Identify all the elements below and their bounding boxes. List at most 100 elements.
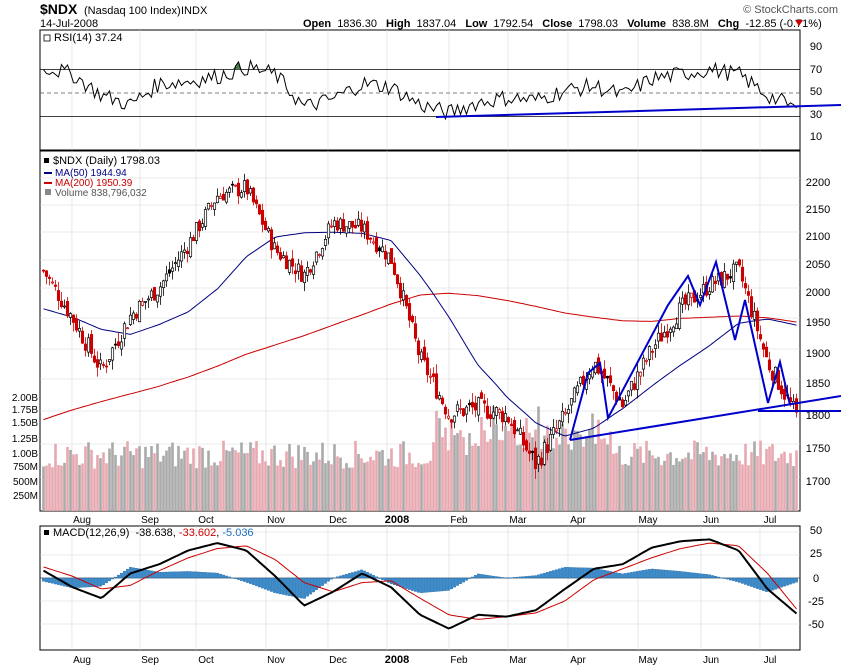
candle-body — [548, 434, 553, 451]
macd-histogram-bar — [525, 576, 528, 579]
volume-bar — [720, 456, 723, 511]
candle-body — [479, 392, 484, 399]
volume-bar — [456, 433, 459, 511]
candle-body — [179, 251, 184, 262]
volume-bar — [54, 443, 57, 511]
volume-bar — [744, 443, 747, 511]
macd-histogram-bar — [513, 577, 516, 579]
volume-bar — [408, 452, 411, 511]
candle-body — [131, 312, 136, 320]
macd-histogram-bar — [711, 575, 714, 579]
candle-body — [368, 237, 373, 240]
price-tick-2200: 2200 — [806, 177, 830, 189]
volume-bar — [612, 453, 615, 511]
macd-histogram-bar — [339, 575, 342, 579]
volume-bar — [345, 463, 348, 511]
volume-bar — [567, 444, 570, 511]
macd-histogram-bar — [483, 574, 486, 579]
volume-bar — [621, 464, 624, 511]
macd-histogram-bar — [648, 569, 651, 579]
candle-body — [740, 266, 745, 282]
candle-body — [545, 444, 550, 454]
rsi-label: RSI(14) 37.24 — [54, 32, 122, 44]
volume-bar — [126, 441, 129, 511]
candle-body — [458, 408, 463, 410]
macd-histogram-bar — [465, 577, 468, 581]
volume-bar — [708, 460, 711, 511]
volume-bar — [783, 451, 786, 511]
candle-body — [524, 440, 529, 451]
macd-histogram-bar — [714, 576, 717, 579]
macd-histogram-bar — [549, 571, 552, 579]
volume-bar — [174, 466, 177, 511]
candle-body — [518, 427, 523, 435]
volume-bar — [768, 446, 771, 511]
volume-bar — [513, 429, 516, 511]
macd-histogram-bar — [492, 575, 495, 579]
volume-bar — [624, 464, 627, 511]
candle-body — [506, 417, 511, 423]
macd-histogram-bar — [225, 575, 228, 579]
macd-histogram-bar — [780, 577, 783, 588]
macd-histogram-bar — [627, 572, 630, 579]
volume-bar — [492, 406, 495, 511]
volume-bar — [501, 440, 504, 511]
volume-bar — [423, 463, 426, 511]
macd-histogram-bar — [261, 577, 264, 589]
candle-body — [188, 237, 193, 258]
month-label-jul: Jul — [764, 515, 777, 526]
chg-label: Chg — [718, 18, 739, 30]
candle-body — [536, 455, 541, 465]
candle-body — [47, 276, 52, 279]
high-value: 1837.04 — [417, 18, 457, 30]
candle-body — [140, 301, 145, 306]
volume-bar — [183, 450, 186, 511]
macd-histogram-bar — [147, 570, 150, 579]
macd-histogram-bar — [195, 571, 198, 579]
volume-bar — [429, 460, 432, 511]
volume-bar — [45, 465, 48, 511]
candle-body — [515, 429, 520, 432]
volume-bar — [192, 448, 195, 511]
candle-body — [119, 341, 124, 350]
candle-body — [557, 420, 562, 429]
macd-histogram-bar — [441, 577, 444, 592]
macd-histogram-bar — [417, 577, 420, 593]
candle-body — [665, 331, 670, 338]
volume-bar — [240, 442, 243, 511]
macd-histogram-bar — [288, 577, 291, 596]
volume-bar — [579, 434, 582, 511]
volume-bar — [231, 447, 234, 511]
volume-bar — [72, 454, 75, 511]
volume-bar — [129, 451, 132, 511]
volume-bar — [753, 441, 756, 511]
candle-body — [767, 359, 772, 371]
volume-bar — [561, 423, 564, 511]
volume-bar — [156, 443, 159, 511]
month-label-jun: Jun — [703, 515, 719, 526]
volume-bar — [750, 452, 753, 511]
macd-histogram-bar — [519, 576, 522, 579]
candle-body — [563, 412, 568, 415]
macd-histogram-bar — [447, 577, 450, 591]
symbol-title: $NDX — [40, 1, 78, 17]
volume-bar — [618, 445, 621, 511]
candle-body — [491, 411, 496, 419]
price-candles — [41, 173, 799, 479]
month-label-mar: Mar — [509, 515, 527, 526]
candle-body — [68, 313, 73, 318]
candle-body — [425, 357, 430, 376]
volume-bar — [303, 446, 306, 511]
macd-histogram-bar — [393, 577, 396, 586]
volume-bar — [552, 448, 555, 511]
macd-histogram-bar — [300, 577, 303, 599]
volume-bar — [696, 442, 699, 511]
legend-swatch-volume — [45, 189, 51, 195]
candle-body — [509, 424, 514, 426]
volume-bar — [489, 439, 492, 511]
macd-tick-25: 25 — [810, 548, 822, 560]
macd-histogram-bar — [639, 570, 642, 579]
volume-bar — [717, 465, 720, 511]
candle-body — [41, 269, 46, 272]
macd-histogram-bar — [171, 571, 174, 579]
